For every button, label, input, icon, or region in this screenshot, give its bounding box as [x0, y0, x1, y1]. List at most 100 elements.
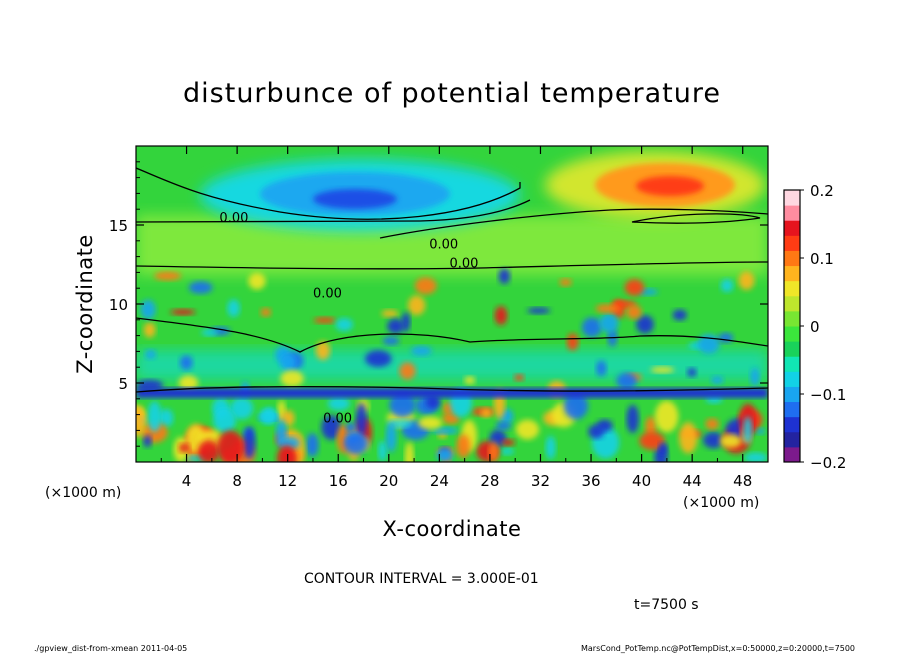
- colorbar-swatch: [784, 371, 800, 387]
- colorbar-swatch: [784, 446, 800, 463]
- colorbar-swatch: [784, 205, 800, 221]
- warm-eddy: [178, 443, 190, 453]
- cold-eddy: [147, 401, 162, 432]
- chart-title: disturbunce of potential temperature: [183, 78, 721, 109]
- x-unit-label-left: (×1000 m): [45, 485, 121, 501]
- cold-eddy: [744, 452, 768, 462]
- x-tick-label: 36: [581, 472, 600, 490]
- contour-label: 0.00: [219, 211, 248, 226]
- cold-eddy: [345, 422, 356, 433]
- cold-eddy: [201, 329, 218, 337]
- colorbar-swatch: [784, 220, 800, 236]
- footer-right: MarsCond_PotTemp.nc@PotTempDist,x=0:5000…: [581, 644, 855, 653]
- warm-eddy: [738, 271, 755, 290]
- warm-eddy: [515, 419, 540, 440]
- cold-eddy: [158, 408, 174, 428]
- warm-eddy: [650, 366, 675, 374]
- plot-area: 0.00 0.00 0.00 0.00 0.00: [136, 146, 768, 462]
- cold-eddy: [596, 360, 607, 377]
- colorbar-tick-label: −0.1: [810, 386, 846, 404]
- warm-eddy: [136, 405, 147, 438]
- x-tick-label: 20: [379, 472, 398, 490]
- cold-eddy: [658, 442, 668, 455]
- colorbar-swatch: [784, 310, 800, 327]
- cold-eddy: [230, 397, 254, 420]
- cold-eddy: [243, 426, 256, 459]
- cold-eddy: [720, 279, 734, 293]
- colorbar-swatch: [784, 280, 800, 297]
- colorbar-tick-label: 0.1: [810, 250, 834, 268]
- warm-eddy: [154, 271, 182, 281]
- x-tick-label: 44: [683, 472, 702, 490]
- cold-eddy: [626, 404, 639, 434]
- cold-eddy: [599, 313, 619, 333]
- warm-eddy: [313, 317, 336, 324]
- cold-eddy: [355, 402, 367, 436]
- y-tick-label: 10: [109, 296, 128, 314]
- cold-eddy: [364, 350, 392, 367]
- x-tick-label: 16: [329, 472, 348, 490]
- negative-anomaly-core: [313, 189, 397, 209]
- cold-eddy: [500, 447, 514, 455]
- x-tick-label: 32: [531, 472, 550, 490]
- x-axis-label: X-coordinate: [383, 517, 522, 541]
- warm-eddy: [488, 441, 499, 462]
- warm-eddy: [595, 304, 620, 313]
- contour-line-diagonal: [379, 199, 768, 239]
- colorbar-swatch: [784, 295, 800, 312]
- colorbar-swatch: [784, 190, 800, 206]
- upper-light-band: [136, 215, 768, 275]
- cold-eddy: [327, 396, 350, 411]
- cold-eddy: [498, 268, 511, 284]
- warm-eddy: [260, 308, 272, 317]
- cold-eddy: [143, 434, 152, 448]
- warm-eddy: [626, 305, 642, 320]
- contour-line-mid: [136, 317, 768, 353]
- y-axis-label: Z-coordinate: [73, 234, 97, 374]
- warm-eddy: [705, 418, 719, 430]
- warm-eddy: [514, 374, 525, 382]
- positive-anomaly-core: [636, 176, 704, 196]
- cold-eddy: [755, 428, 766, 435]
- warm-eddy: [281, 410, 295, 427]
- warm-eddy: [399, 362, 416, 380]
- cold-eddy: [179, 355, 193, 370]
- contour-label: 0.00: [449, 257, 478, 272]
- warm-eddy: [198, 440, 220, 462]
- x-tick-label: 40: [632, 472, 651, 490]
- cold-eddy: [410, 345, 432, 356]
- cold-eddy: [382, 336, 400, 346]
- x-tick-label: 4: [182, 472, 192, 490]
- cold-eddy: [636, 315, 654, 334]
- colorbar-swatch: [784, 250, 800, 267]
- cold-eddy: [563, 392, 589, 420]
- cold-eddy: [750, 367, 760, 387]
- cold-eddy: [140, 299, 156, 320]
- cold-eddy: [145, 349, 156, 360]
- cold-eddy: [436, 448, 454, 462]
- warm-eddy: [276, 445, 297, 462]
- colorbar-swatch: [784, 356, 800, 372]
- contour-labels: 0.00 0.00 0.00 0.00 0.00: [219, 211, 478, 427]
- cold-eddy: [335, 317, 353, 332]
- warm-eddy: [624, 279, 645, 296]
- cold-eddy: [711, 376, 724, 385]
- cold-eddy: [389, 392, 416, 418]
- time-label: t=7500 s: [634, 597, 699, 613]
- colorbar-tick-label: 0.2: [810, 182, 834, 200]
- cold-eddy: [703, 432, 724, 449]
- warm-eddy: [417, 416, 443, 430]
- cold-eddy: [385, 421, 397, 453]
- warm-eddy: [381, 309, 399, 318]
- colorbar-swatch: [784, 431, 800, 448]
- contour-line-positive: [631, 213, 761, 224]
- y-tick-label: 5: [118, 375, 128, 393]
- cold-eddy: [188, 281, 213, 294]
- cold-eddy: [527, 307, 551, 314]
- warm-eddy: [407, 295, 426, 316]
- warm-eddy: [559, 278, 572, 287]
- cold-eddy: [718, 332, 734, 343]
- cold-eddy: [616, 372, 638, 390]
- colorbar-swatch: [784, 326, 800, 342]
- cold-eddy: [687, 367, 697, 377]
